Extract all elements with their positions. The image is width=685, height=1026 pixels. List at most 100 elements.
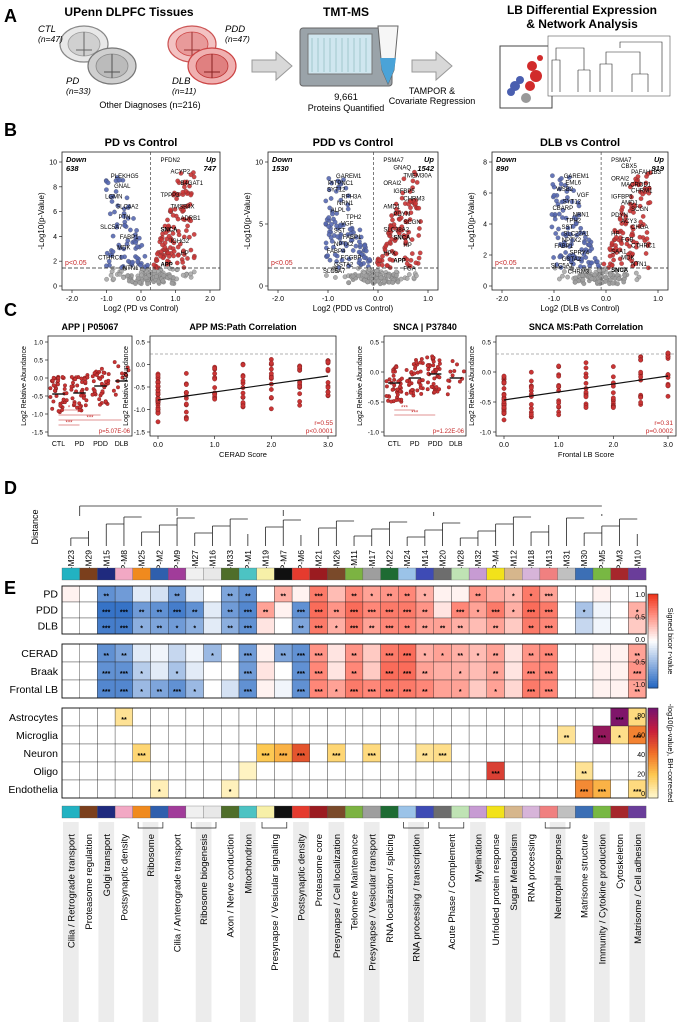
- heatmap-cell: [256, 761, 275, 781]
- heatmap-cell: [132, 585, 151, 603]
- heatmap-cell: [504, 725, 523, 745]
- cohort-ctl-n: (n=47): [38, 34, 63, 44]
- heatmap-cell: [486, 725, 505, 745]
- volcano-point: [376, 262, 381, 267]
- sample-point: [638, 357, 644, 363]
- volcano-point: [371, 278, 377, 284]
- colorbar-step: [648, 669, 658, 673]
- heatmap-cell: [274, 707, 293, 727]
- heatmap-cell: [504, 679, 523, 699]
- sample-point: [528, 411, 534, 417]
- sample-point: [54, 394, 59, 398]
- heatmap-cell: [309, 707, 328, 727]
- colorbar-tick-label: 80: [637, 713, 645, 720]
- volcano-point: [413, 260, 419, 266]
- heatmap-cell: [274, 617, 293, 635]
- heatmap-stars: ***: [385, 653, 393, 660]
- heatmap-cell: [504, 761, 523, 781]
- heatmap-stars: ***: [120, 689, 128, 696]
- gene-label: PTN: [118, 215, 130, 221]
- heatmap-stars: ***: [368, 689, 376, 696]
- gene-label: GNAQ: [393, 166, 411, 172]
- volcano-point: [550, 173, 555, 179]
- volcano-point: [565, 231, 571, 237]
- heatmap-cell: [433, 707, 452, 727]
- heatmap-cell: [309, 725, 328, 745]
- group-label: PDD: [428, 441, 443, 448]
- heatmap-cell: [97, 761, 116, 781]
- sample-point: [425, 355, 430, 360]
- y-tick-label: 0.0: [370, 370, 379, 377]
- colorbar-tick-label: -0.5: [633, 660, 645, 667]
- volcano-point: [357, 239, 362, 245]
- colorbar-step: [648, 633, 658, 637]
- ontology-label: Postsynaptic density: [296, 834, 307, 921]
- module-color-swatch: [504, 567, 523, 581]
- volcano-point: [346, 280, 351, 286]
- volcano-point: [176, 229, 181, 234]
- volcano-point: [589, 246, 595, 252]
- colorbar-step: [648, 638, 658, 642]
- r-value: r=0.31: [654, 420, 673, 427]
- colorbar-step: [648, 771, 658, 774]
- y-tick-label: -0.5: [368, 400, 380, 407]
- heatmap-stars: ***: [385, 609, 393, 616]
- panel-b-label: B: [4, 120, 17, 140]
- sample-point: [501, 386, 507, 391]
- heatmap-cell: [468, 779, 487, 799]
- heatmap-stars: **: [440, 625, 446, 632]
- y-tick-label: 6: [483, 191, 487, 198]
- heatmap-cell: [380, 707, 399, 727]
- volcano-point: [403, 239, 409, 245]
- colorbar-step: [648, 708, 658, 711]
- volcano-point: [560, 208, 566, 213]
- gene-label: SST: [334, 228, 346, 234]
- volcano-point: [408, 198, 413, 204]
- heatmap-stars: ***: [492, 771, 500, 778]
- volcano-point: [407, 189, 413, 194]
- volcano-point: [632, 181, 638, 186]
- colorbar-step: [648, 793, 658, 797]
- sample-point: [62, 387, 67, 391]
- volcano-point: [187, 234, 192, 240]
- volcano-point: [616, 276, 622, 282]
- gene-label: NTN1: [631, 262, 647, 268]
- volcano-point: [330, 211, 335, 217]
- heatmap-stars: ***: [580, 789, 588, 796]
- volcano-point: [627, 244, 632, 249]
- colorbar-step: [648, 626, 658, 630]
- x-axis-label: Frontal LB Score: [558, 450, 614, 459]
- heatmap-stars: **: [157, 625, 163, 632]
- sample-point: [461, 369, 466, 374]
- gene-label: GNAL: [114, 184, 131, 190]
- sample-point: [445, 392, 450, 397]
- volcano-point: [410, 185, 415, 191]
- sample-point: [389, 399, 394, 404]
- gene-label: HP: [180, 251, 188, 257]
- ontology-label: Cilia / Anterograde transport: [173, 834, 184, 953]
- volcano-point: [184, 228, 189, 233]
- gene-label: TPH2: [566, 219, 582, 225]
- colorbar-step: [648, 730, 658, 734]
- heatmap-cell: [345, 725, 364, 745]
- down-count: 638: [66, 164, 79, 173]
- volcano-point: [635, 174, 641, 179]
- heatmap-cell: [203, 679, 222, 699]
- gene-label: ACYP2: [170, 170, 190, 176]
- sample-point: [75, 383, 80, 388]
- sample-point: [528, 402, 534, 407]
- heatmap-cell: [486, 585, 505, 603]
- volcano-point: [357, 257, 362, 263]
- volcano-point: [171, 249, 177, 254]
- y-tick-label: -0.5: [134, 385, 146, 392]
- sample-point: [556, 373, 562, 379]
- heatmap-stars: **: [564, 735, 570, 742]
- colorbar-step: [648, 655, 658, 658]
- heatmap-stars: **: [528, 653, 534, 660]
- volcano-point: [586, 237, 592, 243]
- sample-point: [384, 394, 389, 398]
- colorbar-step: [648, 753, 658, 756]
- ontology-label: Mitochondrion: [243, 834, 254, 894]
- colorbar-step: [648, 596, 658, 600]
